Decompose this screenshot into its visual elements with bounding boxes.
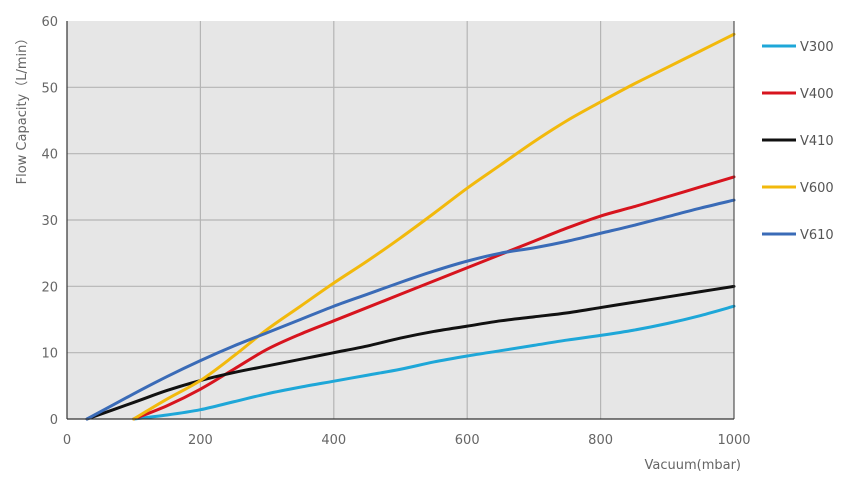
y-tick-label: 40	[41, 148, 58, 163]
x-tick-label: 1000	[717, 433, 750, 448]
y-tick-label: 50	[41, 81, 58, 96]
legend: V300 V400 V410 V600 V610	[762, 40, 834, 243]
x-tick-label: 600	[455, 433, 480, 448]
axes	[66, 21, 735, 420]
y-tick-label: 20	[41, 280, 58, 295]
x-tick-labels: 0 200 400 600 800 1000	[63, 433, 751, 448]
y-tick-label: 60	[41, 15, 58, 30]
y-tick-label: 30	[41, 214, 58, 229]
series-line-v610	[85, 198, 736, 421]
legend-label-v610: V610	[800, 228, 834, 243]
y-tick-label: 0	[50, 413, 58, 428]
series-lines	[85, 32, 736, 421]
y-axis-title: Flow Capacity（L/min）	[15, 32, 30, 185]
series-line-v300	[132, 304, 736, 421]
x-axis-title: Vacuum(mbar)	[644, 458, 741, 473]
x-tick-label: 200	[188, 433, 213, 448]
x-tick-label: 800	[588, 433, 613, 448]
y-tick-labels: 0 10 20 30 40 50 60	[41, 15, 58, 428]
x-tick-label: 400	[321, 433, 346, 448]
legend-label-v400: V400	[800, 87, 834, 102]
series-line-v600	[132, 32, 736, 421]
x-tick-label: 0	[63, 433, 71, 448]
y-tick-label: 10	[41, 347, 58, 362]
legend-label-v600: V600	[800, 181, 834, 196]
series-line-v400	[132, 175, 736, 421]
legend-label-v300: V300	[800, 40, 834, 55]
legend-label-v410: V410	[800, 134, 834, 149]
grid-lines	[67, 21, 734, 419]
